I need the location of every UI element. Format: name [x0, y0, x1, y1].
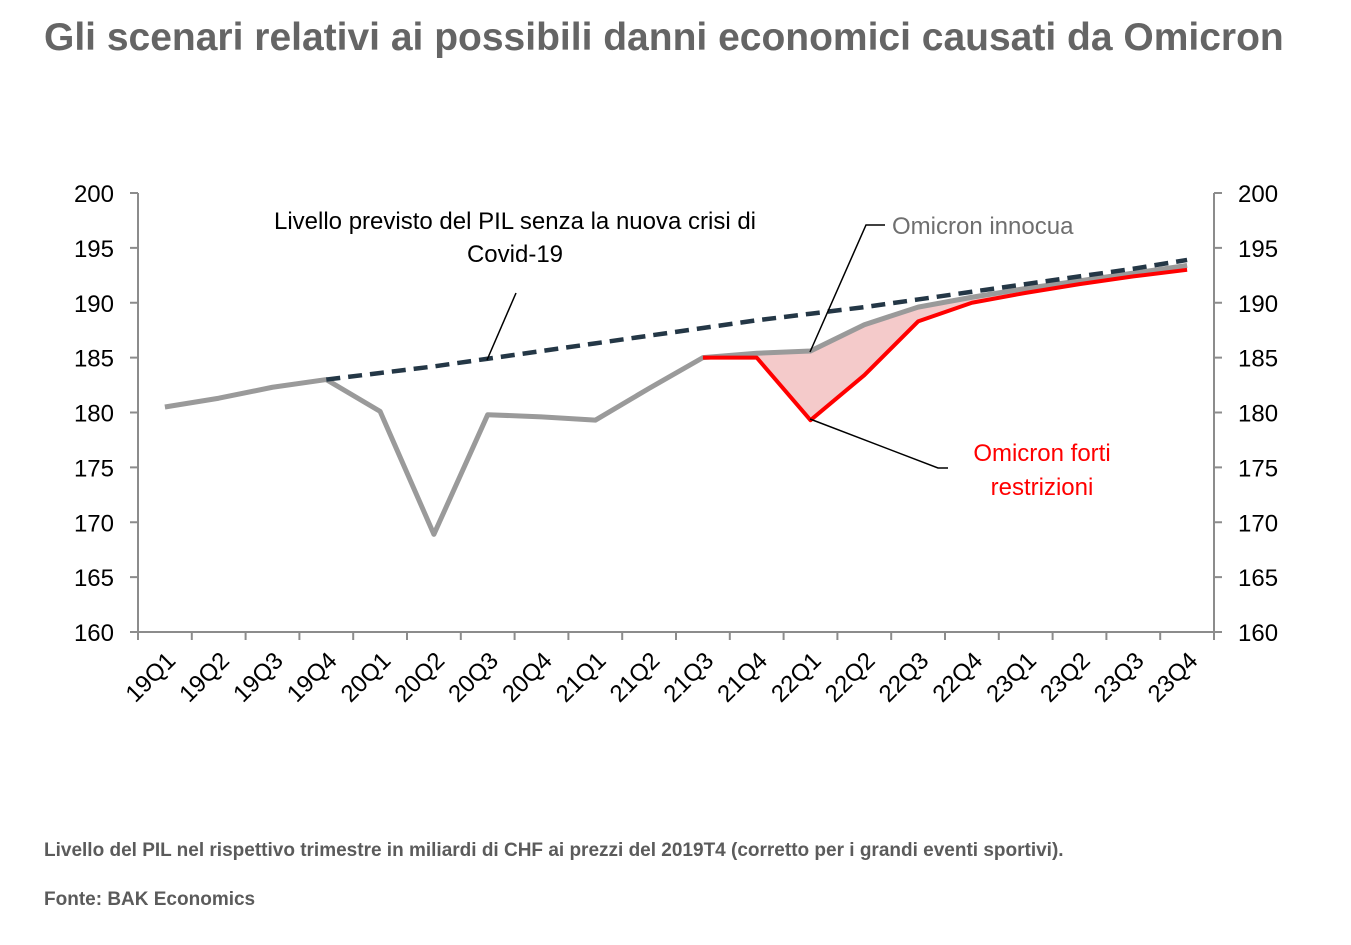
x-tick-label: 20Q1: [336, 647, 397, 708]
x-tick-label: 20Q2: [390, 647, 451, 708]
x-tick-label: 20Q3: [443, 647, 504, 708]
annotation-forecast-line: Livello previsto del PIL senza la nuova …: [274, 208, 756, 235]
series-line-innocua: [164, 262, 1188, 537]
series-line-forecast: [326, 257, 1188, 382]
annotation-forti-line: restrizioni: [991, 474, 1094, 501]
y-tick-label-right: 180: [1238, 401, 1278, 428]
x-tick-label: 19Q4: [282, 647, 343, 708]
y-tick-label-left: 165: [74, 565, 114, 592]
annotation-forecast-leader: [486, 292, 517, 361]
chart-caption: Livello del PIL nel rispettivo trimestre…: [44, 840, 1064, 861]
annotation-forti-line: Omicron forti: [973, 440, 1110, 467]
x-tick-label: 22Q1: [766, 647, 827, 708]
x-tick-label: 22Q2: [820, 647, 881, 708]
annotation-innocua-leader: [809, 224, 885, 353]
series-line-forti: [702, 267, 1188, 423]
x-tick-label: 22Q4: [928, 647, 989, 708]
y-tick-label-right: 170: [1238, 510, 1278, 537]
y-tick-label-right: 165: [1238, 565, 1278, 592]
y-tick-label-right: 200: [1238, 181, 1278, 208]
chart-title: Gli scenari relativi ai possibili danni …: [44, 16, 1284, 59]
annotation-forecast: Livello previsto del PIL senza la nuova …: [274, 208, 756, 268]
x-tick-label: 19Q2: [174, 647, 235, 708]
y-tick-label-right: 175: [1238, 455, 1278, 482]
x-tick-label: 20Q4: [497, 647, 558, 708]
y-tick-label-right: 190: [1238, 291, 1278, 318]
annotation-forti: Omicron forti restrizioni: [973, 440, 1110, 501]
x-tick-label: 21Q3: [659, 647, 720, 708]
x-tick-label: 22Q3: [874, 647, 935, 708]
x-tick-label: 23Q4: [1143, 647, 1204, 708]
annotation-innocua: Omicron innocua: [892, 213, 1074, 240]
chart-source: Fonte: BAK Economics: [44, 889, 256, 910]
y-tick-label-right: 195: [1238, 236, 1278, 263]
x-tick-label: 23Q1: [981, 647, 1042, 708]
x-tick-label: 19Q3: [228, 647, 289, 708]
y-tick-label-left: 195: [74, 236, 114, 263]
y-tick-label-left: 190: [74, 291, 114, 318]
y-tick-label-left: 200: [74, 181, 114, 208]
x-tick-label: 21Q2: [605, 647, 666, 708]
gap-area: [702, 265, 1188, 421]
line-chart: 160 160 165 165 170 170 175 175 180 180 185 185 190 1…: [74, 181, 1278, 708]
y-tick-label-left: 180: [74, 401, 114, 428]
x-tick-label: 21Q1: [551, 647, 612, 708]
x-tick-label: 21Q4: [712, 647, 773, 708]
annotation-forecast-line: Covid-19: [467, 241, 563, 268]
annotation-forti-leader: [809, 418, 948, 469]
y-tick-label-left: 160: [74, 620, 114, 647]
y-tick-label-right: 185: [1238, 346, 1278, 373]
x-tick-label: 23Q3: [1089, 647, 1150, 708]
y-tick-label-left: 185: [74, 346, 114, 373]
x-tick-label: 23Q2: [1035, 647, 1096, 708]
x-tick-label: 19Q1: [121, 647, 182, 708]
y-tick-label-left: 175: [74, 455, 114, 482]
y-tick-label-left: 170: [74, 510, 114, 537]
y-tick-label-right: 160: [1238, 620, 1278, 647]
